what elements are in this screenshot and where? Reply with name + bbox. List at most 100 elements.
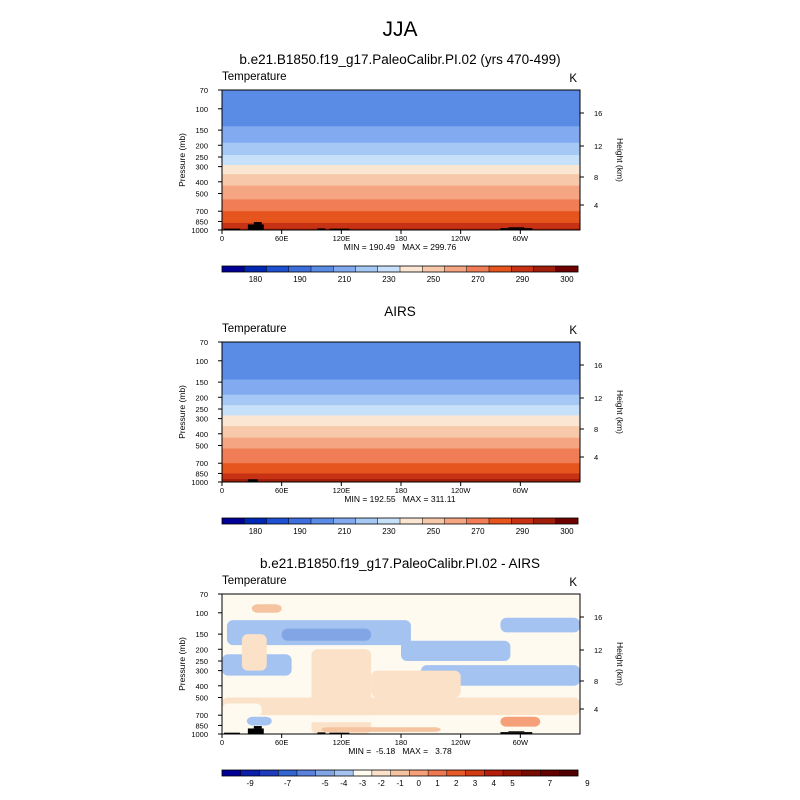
contour-band [222, 169, 580, 173]
contour-band [222, 477, 580, 480]
contour-band [222, 219, 580, 222]
topography-block [247, 728, 264, 734]
contour-band [222, 208, 580, 212]
y-tick-label: 500 [195, 694, 208, 703]
contour-band [222, 185, 580, 189]
topography-block [500, 228, 533, 230]
y-tick-label: 1000 [191, 478, 208, 487]
contour-band [222, 412, 580, 415]
contour-band [222, 410, 580, 413]
y-tick-label: 200 [195, 393, 208, 402]
contour-band [222, 166, 580, 170]
x-tick-label: 120W [451, 738, 472, 747]
y-tick-label: 700 [195, 711, 208, 720]
colorbar-swatch [521, 770, 541, 776]
colorbar-swatch [288, 266, 312, 272]
anomaly-region [222, 703, 262, 717]
contour-band [222, 205, 580, 209]
contour-band [222, 392, 580, 396]
topography-block [253, 222, 262, 225]
colorbar-label: 190 [293, 275, 307, 284]
colorbar-swatch [353, 770, 373, 776]
y-tick-label: 70 [200, 590, 208, 599]
contour-band [222, 135, 580, 139]
contour-band [222, 174, 580, 178]
anomaly-region [500, 617, 580, 633]
x-tick-label: 120E [333, 486, 351, 495]
contour-band [222, 435, 580, 439]
colorbar-label: 3 [473, 779, 478, 788]
x-tick-label: 120E [333, 234, 351, 243]
height-tick-label: 16 [594, 613, 602, 622]
contour-band [222, 421, 580, 425]
y-tick-label: 700 [195, 207, 208, 216]
chart-panel-1: b.e21.B1850.f19_g17.PaleoCalibr.PI.02 (y… [177, 52, 625, 284]
height-axis-label: Height (km) [615, 138, 625, 182]
colorbar-label: -4 [340, 779, 348, 788]
contour-band [222, 369, 580, 373]
colorbar: -9 -7 -5 -4 -3 -2 -1 0 1 2 3 4 5 7 9 [221, 769, 590, 788]
colorbar-label: 250 [427, 527, 441, 536]
colorbar-label: 300 [560, 527, 574, 536]
anomaly-region [371, 670, 461, 698]
contour-band [222, 375, 580, 378]
anomaly-region [281, 628, 372, 641]
contour-band [222, 460, 580, 464]
contour-band [222, 176, 580, 180]
contour-field [222, 594, 580, 734]
contour-band [222, 378, 580, 381]
colorbar-swatch [503, 770, 523, 776]
contour-band [222, 115, 580, 119]
y-tick-label: 850 [195, 721, 208, 730]
contour-band [222, 96, 580, 100]
x-tick-label: 180 [395, 486, 408, 495]
colorbar-swatch [240, 770, 260, 776]
x-tick-label: 0 [220, 738, 224, 747]
y-axis-label: Pressure (mb) [177, 637, 187, 691]
colorbar-swatch [222, 266, 245, 272]
contour-band [222, 401, 580, 404]
colorbar-swatch [489, 518, 512, 524]
contour-band [222, 127, 580, 130]
contour-band [222, 181, 580, 185]
y-tick-label: 100 [195, 105, 208, 114]
contour-band [222, 470, 580, 473]
y-tick-label: 850 [195, 217, 208, 226]
colorbar: 180 190 210 230 250 270 290 300 [221, 517, 579, 536]
colorbar-label: 230 [382, 275, 396, 284]
y-axis-label: Pressure (mb) [177, 385, 187, 439]
colorbar-label: -1 [396, 779, 404, 788]
contour-band [222, 126, 580, 129]
y-tick-label: 300 [195, 415, 208, 424]
colorbar-swatch [390, 770, 410, 776]
colorbar-label: 180 [249, 275, 263, 284]
units-label: K [569, 325, 577, 337]
colorbar-label: -7 [284, 779, 292, 788]
contour-band [222, 418, 580, 422]
topography-block [223, 228, 240, 230]
colorbar-swatch [244, 266, 267, 272]
contour-band [222, 448, 580, 452]
y-tick-label: 100 [195, 357, 208, 366]
colorbar-swatch [244, 518, 267, 524]
height-tick-label: 8 [594, 173, 598, 182]
variable-label: Temperature [222, 71, 287, 83]
contour-band [222, 147, 580, 150]
contour-band [222, 471, 580, 474]
colorbar-label: 9 [585, 779, 590, 788]
colorbar-swatch [355, 266, 379, 272]
y-tick-label: 150 [195, 630, 208, 639]
anomaly-region [401, 640, 511, 662]
contour-band [222, 99, 580, 103]
contour-band [222, 365, 580, 369]
height-tick-label: 16 [594, 361, 602, 370]
contour-band [222, 149, 580, 152]
colorbar-label: 210 [338, 527, 352, 536]
y-tick-label: 250 [195, 153, 208, 162]
height-tick-label: 12 [594, 646, 602, 655]
units-label: K [569, 73, 577, 85]
colorbar-label: -9 [247, 779, 255, 788]
colorbar-label: 190 [293, 527, 307, 536]
